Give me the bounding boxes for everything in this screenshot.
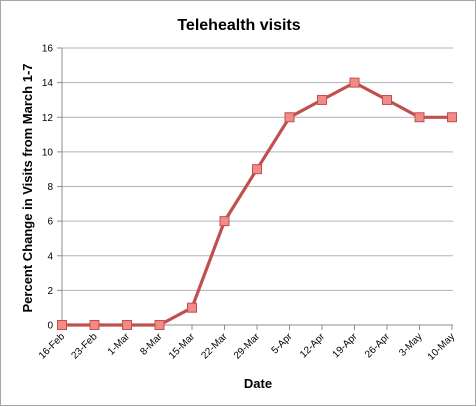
y-tick-label: 12 [42,113,54,124]
x-tick-label: 23-Feb [69,331,99,361]
x-tick-label: 12-Apr [298,331,327,360]
y-axis-title: Percent Change in Visits from March 1-7 [20,64,35,313]
y-tick-label: 2 [47,286,53,297]
y-tick-label: 10 [42,147,54,158]
data-point-marker [382,94,392,105]
data-point-marker [154,320,165,330]
data-point-marker [284,112,295,123]
data-point-marker [414,112,425,123]
x-tick-label: 1-Mar [106,331,133,358]
x-tick-label: 3-May [397,331,424,358]
x-tick-label: 10-May [426,331,457,362]
series-group [57,77,457,330]
x-tick-label: 19-Apr [331,331,360,360]
y-tick-label: 6 [47,217,53,228]
y-tick-label: 8 [47,182,53,193]
x-tick-label: 16-Feb [37,331,67,361]
data-point-marker [187,302,197,313]
data-point-marker [317,94,327,105]
data-point-marker [89,320,100,330]
data-point-marker [122,320,132,330]
x-tick-label: 26-Apr [363,331,392,360]
y-tick-label: 4 [47,251,53,262]
x-axis-ticks: 16-Feb 23-Feb 1-Mar 8-Mar 15-Mar 22-Mar 29-Mar… [37,325,457,363]
x-tick-label: 5-Apr [270,331,296,357]
series-line [60,80,454,327]
y-axis-ticks: 0 2 4 6 8 10 12 14 16 [42,44,62,332]
data-point-marker [349,77,360,88]
x-tick-label: 15-Mar [167,331,198,362]
gridlines [62,47,453,291]
data-point-marker [57,320,67,330]
x-tick-label: 8-Mar [138,331,165,358]
y-tick-label: 16 [42,44,54,55]
y-tick-label: 14 [42,78,54,89]
x-tick-label: 29-Mar [232,331,263,362]
chart-title: Telehealth visits [177,17,300,34]
y-tick-label: 0 [47,321,53,332]
data-point-marker [252,164,262,175]
data-point-marker [219,216,230,227]
data-point-marker [447,112,457,123]
x-axis-title: Date [244,376,272,391]
x-tick-label: 22-Mar [199,331,230,362]
